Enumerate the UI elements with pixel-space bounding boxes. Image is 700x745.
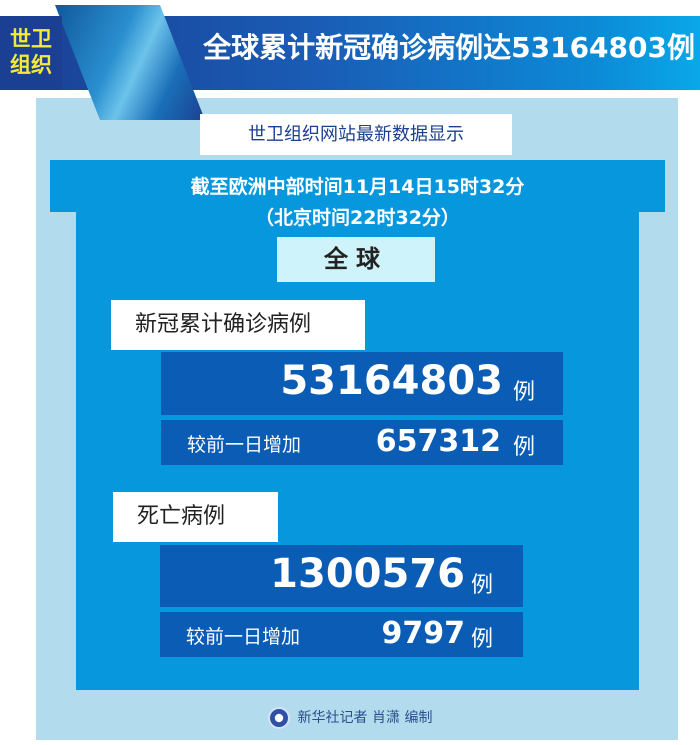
deaths-increase-box: 较前一日增加 9797 例 [160,612,523,657]
confirmed-increase-unit: 例 [512,435,535,460]
badge-line1: 世卫 [10,27,52,51]
page-title: 全球累计新冠确诊病例达53164803例 [203,31,695,64]
footer: 新华社记者 肖潇 编制 [0,705,700,731]
confirmed-increase: 657312 [375,424,501,459]
confirmed-unit: 例 [512,380,535,405]
confirmed-label: 新冠累计确诊病例 [111,300,365,350]
deaths-unit: 例 [470,573,493,598]
confirmed-total-box: 53164803 例 [161,352,563,415]
source-label: 世卫组织网站最新数据显示 [200,114,512,155]
deaths-increase: 9797 [381,616,466,651]
deaths-total-box: 1300576 例 [160,545,523,607]
who-badge: 世卫 组织 [0,16,62,90]
footer-credit: 新华社记者 肖潇 编制 [297,710,433,726]
scope-label: 全球 [277,237,435,282]
badge-line2: 组织 [10,53,52,77]
beijing-time: （北京时间22时32分） [255,207,460,229]
deaths-label: 死亡病例 [113,492,278,542]
confirmed-increase-box: 较前一日增加 657312 例 [161,420,563,465]
deaths-increase-unit: 例 [470,627,493,652]
cet-time: 截至欧洲中部时间11月14日15时32分 [190,176,525,198]
xinhua-logo-icon [267,707,290,729]
confirmed-total: 53164803 [280,358,503,404]
deaths-increase-label: 较前一日增加 [186,626,301,648]
confirmed-increase-label: 较前一日增加 [187,434,302,456]
deaths-total: 1300576 [270,551,465,597]
